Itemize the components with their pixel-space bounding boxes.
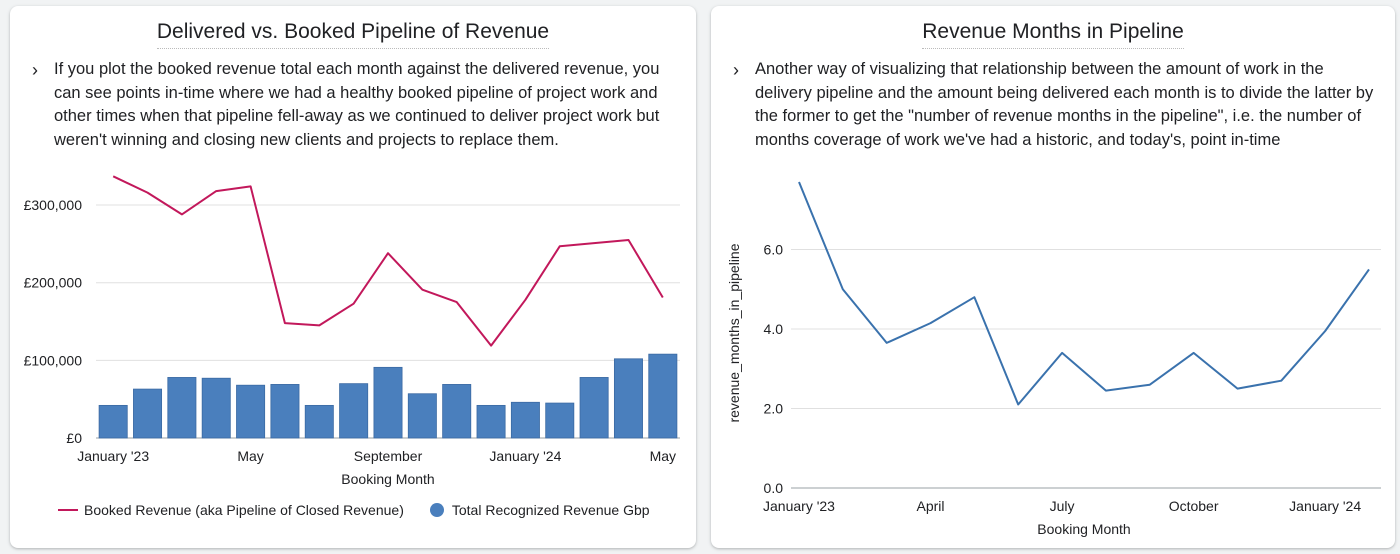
y-tick-label: 2.0 [764, 401, 784, 417]
chevron-right-icon[interactable]: › [32, 60, 38, 80]
description-right: › Another way of visualizing that relati… [731, 58, 1381, 152]
revenue-months-line-chart: 0.0 2.0 4.0 6.0 January '23 April July October J… [726, 181, 1381, 537]
bar [98, 404, 128, 439]
y-tick-label: 6.0 [764, 242, 784, 258]
y-tick-label: 4.0 [764, 321, 784, 337]
x-axis-title: Booking Month [1037, 521, 1130, 537]
legend: Booked Revenue (aka Pipeline of Closed R… [58, 502, 676, 518]
description-text-left: If you plot the booked revenue total eac… [54, 60, 660, 149]
bar [407, 393, 437, 439]
legend-dot-swatch [429, 503, 444, 517]
chevron-right-icon[interactable]: › [733, 60, 739, 80]
y-tick-label: 0.0 [764, 480, 784, 496]
bar [613, 358, 643, 439]
x-tick-label: January '24 [1289, 498, 1361, 514]
x-tick-label: January '24 [489, 448, 561, 464]
x-tick-label: May [650, 448, 676, 464]
bar [579, 377, 609, 439]
revenue-combo-chart: £0 £100,000 £200,000 £300,000 January '23 May… [24, 175, 680, 487]
booked-revenue-line [112, 175, 664, 347]
legend-item-booked[interactable]: Booked Revenue (aka Pipeline of Closed R… [58, 502, 404, 518]
y-tick-label: £0 [66, 430, 82, 446]
y-tick-label: £100,000 [24, 352, 83, 368]
booked-vs-delivered-card: Delivered vs. Booked Pipeline of Revenue… [10, 6, 696, 548]
revenue-months-card: Revenue Months in Pipeline › Another way… [711, 6, 1395, 548]
description-left: › If you plot the booked revenue total e… [30, 58, 682, 152]
bar [167, 377, 197, 439]
x-tick-label: October [1169, 498, 1219, 514]
card-title-right: Revenue Months in Pipeline [711, 20, 1395, 49]
x-tick-label: January '23 [763, 498, 835, 514]
card-title-left: Delivered vs. Booked Pipeline of Revenue [10, 20, 696, 49]
months-in-pipeline-line [798, 181, 1370, 406]
bar [236, 384, 266, 439]
x-tick-label: April [917, 498, 945, 514]
bar [270, 384, 300, 439]
description-text-right: Another way of visualizing that relation… [755, 60, 1374, 149]
legend-label-recognized: Total Recognized Revenue Gbp [451, 502, 650, 518]
y-tick-label: £300,000 [24, 197, 83, 213]
legend-line-swatch [58, 509, 78, 511]
legend-item-recognized[interactable]: Total Recognized Revenue Gbp [429, 502, 650, 518]
x-tick-label: May [237, 448, 263, 464]
x-tick-label: September [354, 448, 423, 464]
bar [304, 404, 334, 439]
legend-label-booked: Booked Revenue (aka Pipeline of Closed R… [84, 502, 404, 518]
y-tick-label: £200,000 [24, 275, 83, 291]
bar [133, 388, 163, 439]
bar [545, 402, 575, 439]
bar [339, 383, 369, 439]
x-tick-label: July [1050, 498, 1075, 514]
bar [648, 353, 678, 439]
bar [510, 401, 540, 439]
bar [476, 404, 506, 439]
x-tick-label: January '23 [77, 448, 149, 464]
bar [442, 384, 472, 439]
x-axis-title: Booking Month [341, 471, 434, 487]
bar [201, 377, 231, 439]
y-axis-title: revenue_months_in_pipeline [726, 243, 742, 422]
bar [373, 366, 403, 439]
